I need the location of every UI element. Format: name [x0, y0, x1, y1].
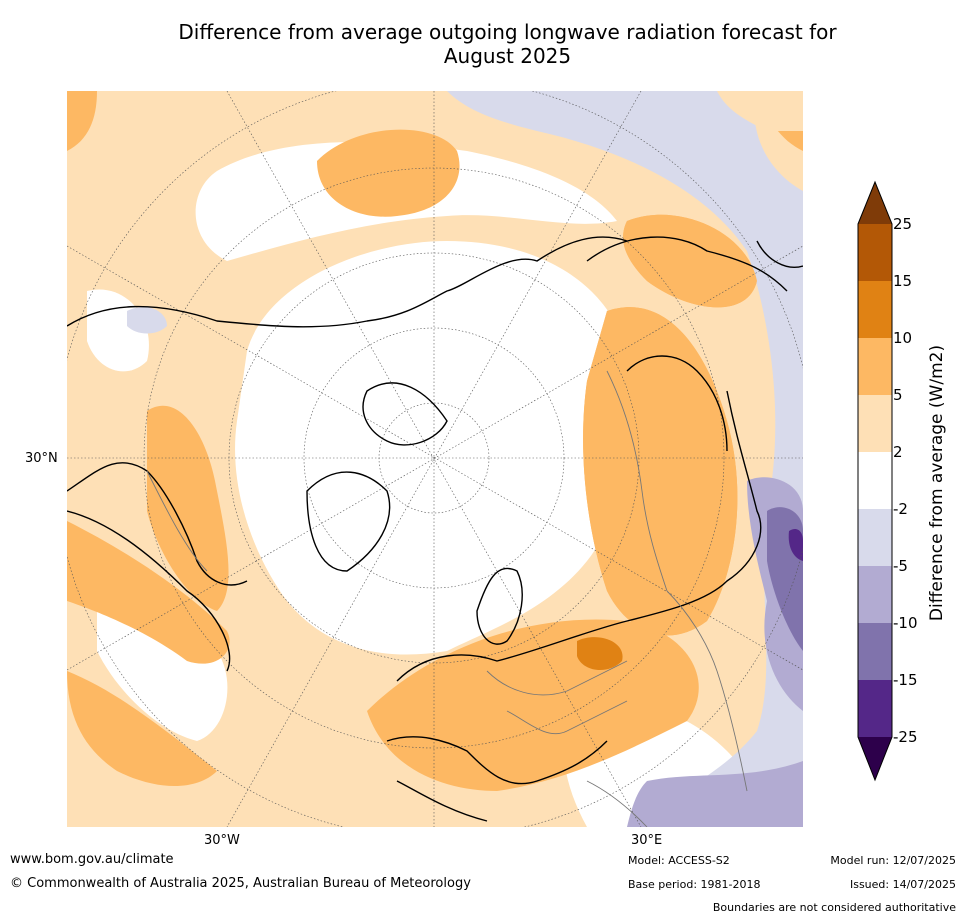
colorbar-band-m15-m25	[858, 680, 892, 737]
colorbar-top-arrow	[858, 182, 892, 224]
colorbar-tick: 5	[893, 386, 903, 404]
colorbar-bottom-arrow	[858, 737, 892, 780]
anomaly-5-10-pacific	[67, 521, 230, 664]
copyright-text: © Commonwealth of Australia 2025, Austra…	[10, 876, 471, 891]
colorbar-tick: -5	[893, 557, 908, 575]
anomaly-5-10-corner	[67, 91, 97, 151]
coastlines	[67, 236, 803, 822]
colorbar-band-2-5	[858, 395, 892, 452]
country-borders	[146, 370, 748, 827]
anomaly-10-15-europe	[577, 637, 623, 671]
colorbar-tick: -2	[893, 500, 908, 518]
polar-map	[67, 91, 803, 827]
map-title: Difference from average outgoing longwav…	[0, 20, 965, 68]
anomaly-m5-m10-south	[627, 761, 803, 827]
issued-text: Issued: 14/07/2025	[849, 878, 956, 891]
website-link[interactable]: www.bom.gov.au/climate	[10, 852, 174, 867]
colorbar-tick: 25	[893, 215, 913, 233]
anomaly-2-5-corner	[717, 91, 803, 131]
colorbar	[857, 180, 893, 782]
colorbar-tick: -25	[893, 728, 918, 746]
colorbar-band-m10-m15	[858, 623, 892, 680]
colorbar-band-5-10	[858, 338, 892, 395]
anomaly-5-10-asia-over	[623, 214, 757, 308]
lat-label-30n: 30°N	[25, 451, 58, 466]
colorbar-band-10-15	[858, 281, 892, 338]
anomaly-m2-m5-west	[127, 306, 167, 334]
colorbar-tick: 2	[893, 443, 903, 461]
anomaly-5-10-atlantic	[67, 671, 217, 786]
colorbar-tick: 15	[893, 272, 913, 290]
colorbar-title: Difference from average (W/m2)	[927, 344, 947, 622]
lon-label-30w: 30°W	[204, 833, 240, 848]
base-period-text: Base period: 1981-2018	[628, 878, 761, 891]
model-run-text: Model run: 12/07/2025	[830, 854, 956, 867]
title-line-1: Difference from average outgoing longwav…	[178, 20, 837, 44]
title-line-2: August 2025	[443, 44, 572, 68]
colorbar-band-15-25	[858, 224, 892, 281]
graticule	[67, 91, 803, 827]
lon-label-30e: 30°E	[631, 833, 663, 848]
disclaimer-text: Boundaries are not considered authoritat…	[712, 901, 956, 914]
colorbar-tick: -10	[893, 614, 918, 632]
anomaly-m2-m5-east	[447, 91, 803, 827]
colorbar-band-neutral	[858, 452, 892, 509]
model-text: Model: ACCESS-S2	[628, 854, 730, 867]
colorbar-band-m2-m5	[858, 509, 892, 566]
anomaly-5-10-north	[317, 129, 460, 217]
colorbar-band-m5-m10	[858, 566, 892, 623]
colorbar-tick: -15	[893, 671, 918, 689]
anomaly-5-10-siberia-over	[583, 307, 738, 636]
neutral-region-arctic	[235, 241, 635, 655]
anomaly-m15-m25-east	[788, 529, 803, 561]
anomaly-5-10-americas	[147, 405, 229, 611]
colorbar-tick: 10	[893, 329, 913, 347]
map-canvas	[67, 91, 803, 827]
colorbar-outline	[857, 180, 893, 782]
